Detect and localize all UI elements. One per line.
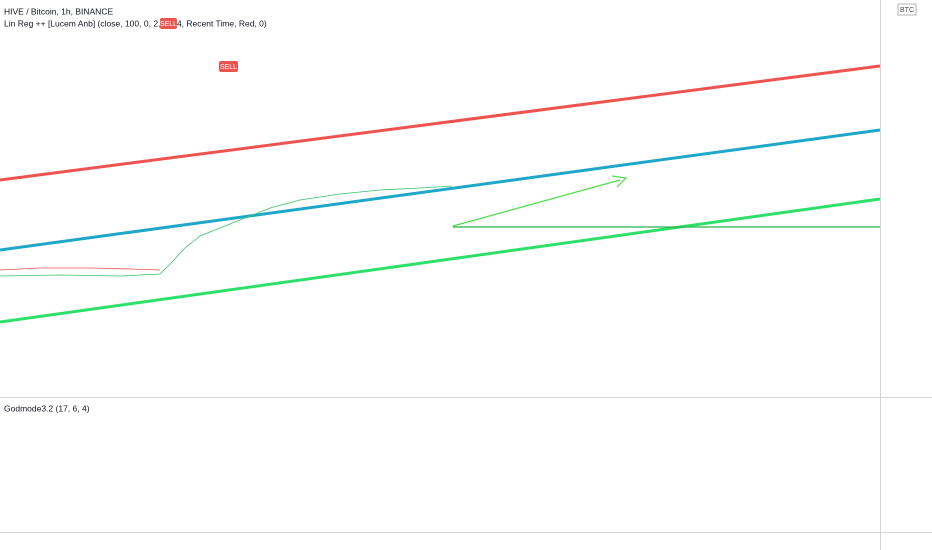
symbol-title: HIVE / Bitcoin, 1h, BINANCE [4,6,113,16]
sell-badge [160,18,177,29]
currency-label[interactable]: BTC [900,7,914,14]
projection-arrow [452,179,621,227]
arrow-head [611,175,628,188]
sell-label: SELL [160,21,177,28]
regression-lower [0,197,881,324]
regression-mid [0,128,881,252]
oscillator-label: Godmode3.2 (17, 6, 4) [4,403,90,413]
sell-label: SELL [220,64,237,71]
currency-box[interactable] [897,3,917,16]
moving-average [0,185,453,277]
sell-badge [219,61,238,72]
moving-average-red [0,267,161,271]
regression-upper [0,64,881,182]
indicator-label: Lin Reg ++ [Lucem Anb] (close, 100, 0, 2… [4,18,267,28]
